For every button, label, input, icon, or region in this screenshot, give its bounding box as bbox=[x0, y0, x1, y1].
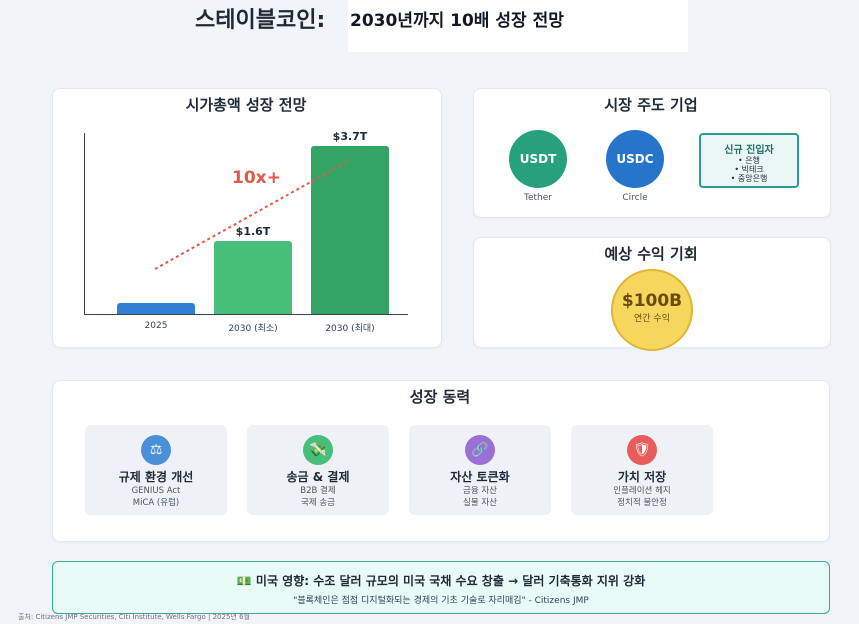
revenue-amount: $100B bbox=[621, 291, 683, 311]
driver-regulation: ⚖ 규제 환경 개선 GENIUS Act MiCA (유럽) bbox=[85, 425, 227, 515]
bar-value-label: $3.7T bbox=[332, 130, 368, 143]
bar-value-label: $1.6T bbox=[235, 225, 271, 239]
us-impact-box: 💵 미국 영향: 수조 달러 규모의 미국 국채 수요 창출 → 달러 기축통화… bbox=[52, 561, 830, 614]
revenue-coin-icon: $100B 연간 수익 bbox=[611, 269, 693, 351]
driver-detail: 인플레이션 헤지 bbox=[613, 486, 671, 496]
chart-bar bbox=[117, 302, 195, 314]
driver-detail: 실물 자산 bbox=[463, 498, 497, 508]
link-icon: 🔗 bbox=[465, 435, 495, 465]
usdt-coin-icon: USDT bbox=[509, 130, 567, 188]
growth-drivers-title: 성장 동력 bbox=[409, 388, 471, 406]
new-entrant-item: • 은행 bbox=[738, 156, 760, 165]
market-cap-title: 시가총액 성장 전망 bbox=[185, 96, 307, 114]
driver-payments: 💸 송금 & 결제 B2B 결제 국제 송금 bbox=[247, 425, 389, 515]
money-icon: 💵 bbox=[236, 574, 252, 588]
driver-detail: 정치적 불안정 bbox=[617, 498, 667, 508]
revenue-title: 예상 수익 기회 bbox=[604, 245, 698, 263]
shield-icon: 🛡 bbox=[627, 435, 657, 465]
impact-headline: 💵 미국 영향: 수조 달러 규모의 미국 국채 수요 창출 → 달러 기축통화… bbox=[53, 572, 829, 589]
impact-headline-text: 미국 영향: 수조 달러 규모의 미국 국채 수요 창출 → 달러 기축통화 지… bbox=[255, 574, 646, 588]
money-transfer-icon: 💸 bbox=[303, 435, 333, 465]
driver-title: 가치 저장 bbox=[617, 470, 667, 484]
source-note: 출처: Citizens JMP Securities, Citi Instit… bbox=[18, 613, 250, 621]
driver-title: 송금 & 결제 bbox=[286, 470, 350, 484]
driver-detail: 금융 자산 bbox=[463, 486, 497, 496]
usdc-issuer: Circle bbox=[622, 193, 648, 203]
x-tick-label: 2030 (최대) bbox=[325, 324, 375, 334]
driver-tokenization: 🔗 자산 토큰화 금융 자산 실물 자산 bbox=[409, 425, 551, 515]
page-subtitle: 2030년까지 10배 성장 전망 bbox=[350, 11, 564, 31]
revenue-caption: 연간 수익 bbox=[634, 314, 670, 324]
driver-detail: 국제 송금 bbox=[301, 498, 335, 508]
usdc-coin-icon: USDC bbox=[606, 130, 664, 188]
scales-icon: ⚖ bbox=[141, 435, 171, 465]
driver-detail: MiCA (유럽) bbox=[132, 498, 180, 508]
new-entrants-title: 신규 진입자 bbox=[724, 145, 774, 156]
driver-store-of-value: 🛡 가치 저장 인플레이션 헤지 정치적 불안정 bbox=[571, 425, 713, 515]
new-entrants-box: 신규 진입자 • 은행 • 빅테크 • 중앙은행 bbox=[699, 133, 799, 188]
market-leaders-title: 시장 주도 기업 bbox=[604, 96, 698, 114]
usdt-issuer: Tether bbox=[524, 193, 552, 203]
chart-bar bbox=[214, 241, 292, 314]
driver-detail: B2B 결제 bbox=[300, 486, 336, 496]
page-title: 스테이블코인: bbox=[195, 8, 326, 33]
chart-y-axis bbox=[84, 133, 85, 315]
driver-title: 규제 환경 개선 bbox=[118, 470, 194, 484]
driver-title: 자산 토큰화 bbox=[450, 470, 510, 484]
chart-x-axis bbox=[84, 314, 408, 315]
chart-bar bbox=[311, 146, 389, 314]
growth-annotation: 10x+ bbox=[232, 168, 281, 188]
subtitle-box bbox=[348, 0, 688, 52]
x-tick-label: 2025 bbox=[144, 321, 168, 331]
new-entrant-item: • 빅테크 bbox=[734, 165, 764, 174]
driver-detail: GENIUS Act bbox=[131, 486, 181, 496]
new-entrant-item: • 중앙은행 bbox=[730, 174, 768, 183]
x-tick-label: 2030 (최소) bbox=[228, 324, 278, 334]
impact-quote: "블록체인은 점점 디지털화되는 경제의 기초 기술로 자리매김" - Citi… bbox=[293, 596, 589, 606]
